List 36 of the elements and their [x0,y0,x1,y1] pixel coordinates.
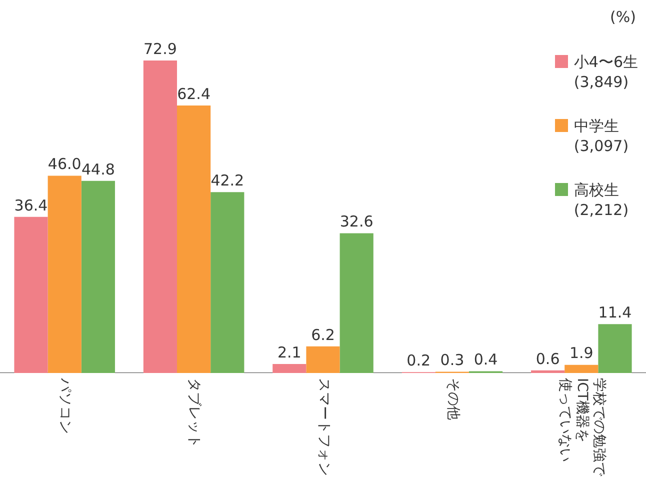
data-label: 32.6 [340,212,374,231]
data-label: 36.4 [14,196,48,214]
bar [564,364,598,373]
data-label: 1.9 [569,344,594,362]
x-tick-label: スマートフォン [314,378,332,476]
bar [177,105,211,373]
bar [272,364,306,373]
x-tick-label: その他 [444,378,461,420]
data-label: 0.2 [406,352,431,370]
legend-label: 中学生 (3,097) [574,116,629,156]
x-tick-label: パソコン [56,378,74,434]
bar [143,60,178,373]
data-label: 62.4 [177,84,211,103]
bar [14,216,48,373]
data-label: 0.3 [440,351,464,370]
bar [340,233,374,373]
data-label: 0.6 [536,350,560,368]
x-tick-label: 学校での勉強でICT機器を使っていない [556,378,607,476]
data-label: 2.1 [277,343,302,362]
bar [81,180,115,373]
data-label: 0.4 [474,350,498,369]
data-label: 11.4 [598,304,632,322]
data-label: 46.0 [48,155,82,174]
data-label: 42.2 [210,171,244,190]
y-axis-title: (%) [610,8,636,26]
x-tick-label: タブレット [185,378,202,448]
legend-label: 小4〜6生 (3,849) [574,52,638,92]
bar [48,176,82,373]
bar [531,370,565,373]
bar [210,192,244,373]
data-label: 6.2 [311,326,335,344]
data-label: 72.9 [144,40,177,58]
legend-label: 高校生 (2,212) [574,180,629,220]
bar [598,324,632,373]
data-label: 44.8 [81,160,115,178]
bar [306,346,340,373]
